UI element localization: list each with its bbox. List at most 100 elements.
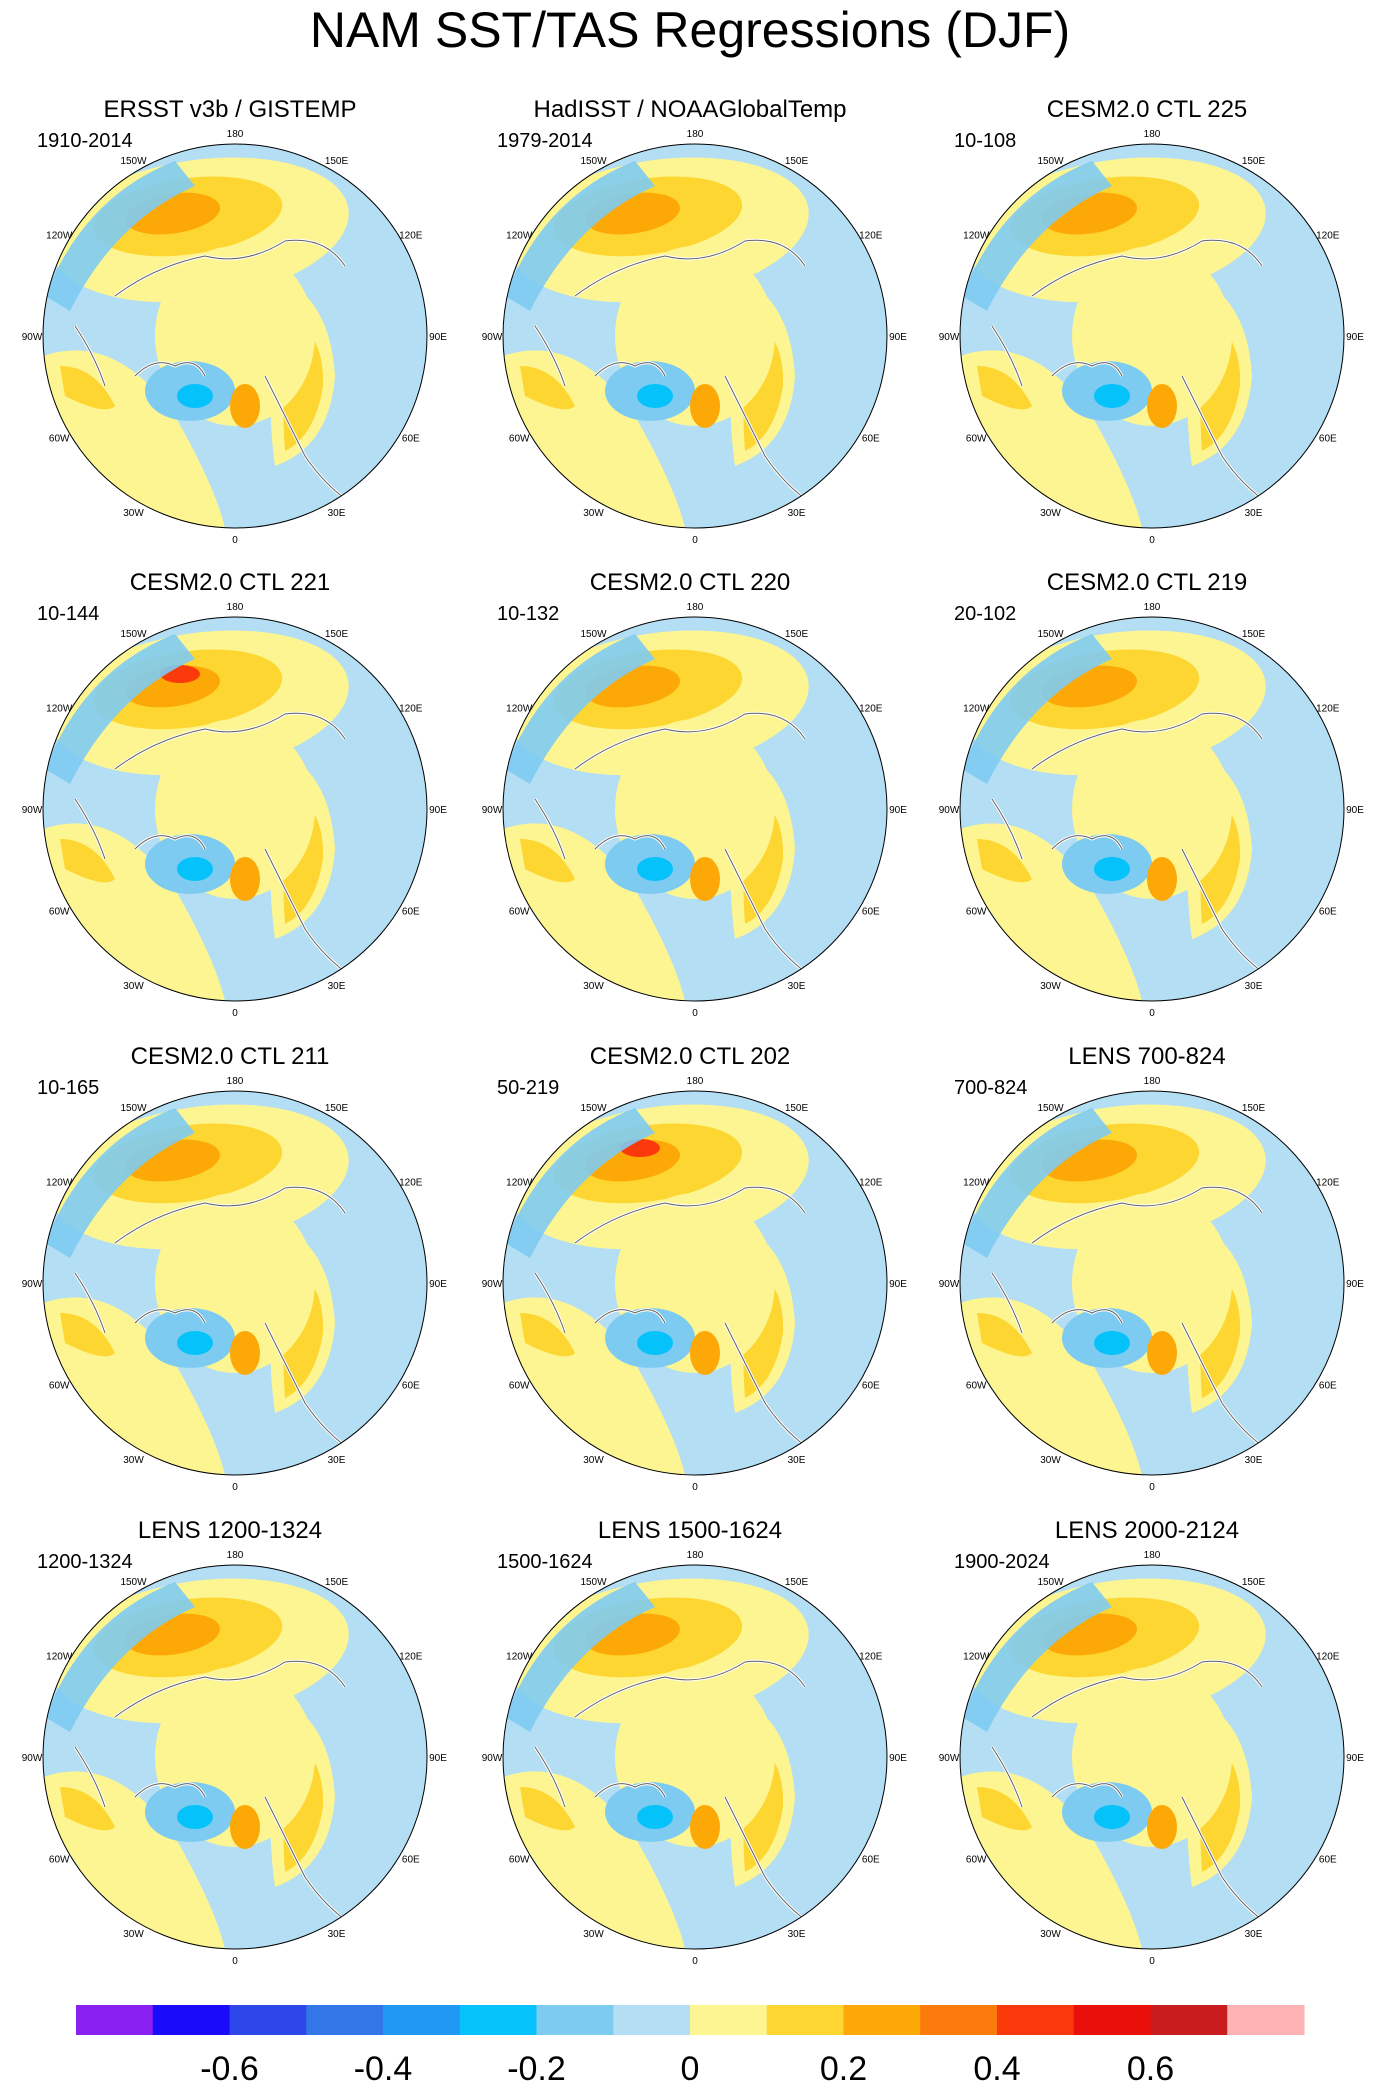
longitude-label: 150E (785, 156, 809, 167)
longitude-label: 120W (46, 704, 73, 715)
longitude-label: 30E (1245, 1929, 1263, 1940)
longitude-label: 90E (1346, 1279, 1364, 1290)
longitude-label: 30W (583, 1455, 604, 1466)
longitude-label: 150W (120, 156, 147, 167)
longitude-label: 90W (482, 805, 503, 816)
polar-map: 180 150E 120E 90E 60E 30E 0 30W 60W 90W 120W 150W (482, 602, 908, 1019)
longitude-label: 60W (49, 1381, 70, 1392)
longitude-label: 90E (1346, 1753, 1364, 1764)
longitude-label: 180 (227, 1076, 244, 1087)
longitude-label: 30W (583, 508, 604, 519)
longitude-label: 60W (509, 1381, 530, 1392)
longitude-label: 30W (1040, 508, 1061, 519)
map-panel: CESM2.0 CTL 225 180 150E 120E 90E 60E 30E 0 30W 6… (917, 95, 1377, 570)
colorbar: -0.6 -0.4 -0.2 0 0.2 0.4 0.6 (76, 2005, 1305, 2087)
longitude-label: 60W (509, 434, 530, 445)
longitude-label: 180 (687, 602, 704, 613)
map-panel: HadISST / NOAAGlobalTemp 180 150E 120E 90E 60… (460, 95, 920, 570)
colorbar-swatch (690, 2005, 768, 2035)
longitude-label: 90W (482, 332, 503, 343)
colorbar-swatch (536, 2005, 614, 2035)
longitude-label: 150W (580, 1103, 607, 1114)
panel-title: CESM2.0 CTL 219 (1046, 569, 1248, 596)
colorbar-swatch (613, 2005, 691, 2035)
longitude-label: 30W (583, 981, 604, 992)
longitude-label: 150W (1037, 629, 1064, 640)
colorbar-swatch (459, 2005, 537, 2035)
longitude-label: 60W (966, 434, 987, 445)
map-panel: CESM2.0 CTL 219 180 150E 120E 90E 60E 30E 0 30W 6… (917, 568, 1377, 1043)
longitude-label: 30E (788, 508, 806, 519)
panel-title: CESM2.0 CTL 202 (589, 1043, 791, 1070)
panel-title: CESM2.0 CTL 220 (589, 569, 791, 596)
longitude-label: 30W (1040, 1929, 1061, 1940)
regression-field (43, 1091, 427, 1475)
longitude-label: 120W (963, 1652, 990, 1663)
longitude-label: 60W (509, 1855, 530, 1866)
longitude-label: 0 (232, 1008, 238, 1019)
longitude-label: 30E (788, 1455, 806, 1466)
longitude-label: 30E (328, 1455, 346, 1466)
panel-title: LENS 700-824 (1068, 1043, 1226, 1070)
longitude-label: 30E (788, 1929, 806, 1940)
longitude-label: 30E (328, 508, 346, 519)
longitude-label: 180 (687, 129, 704, 140)
polar-map: 180 150E 120E 90E 60E 30E 0 30W 60W 90W 120W 150W (22, 1076, 448, 1493)
panel-title: LENS 2000-2124 (1054, 1517, 1240, 1544)
longitude-label: 150E (325, 156, 349, 167)
colorbar-tick-label: 0 (681, 2050, 700, 2087)
longitude-label: 30E (1245, 1455, 1263, 1466)
longitude-label: 30W (123, 508, 144, 519)
map-panel: LENS 1500-1624 180 150E 120E 90E 60E 30E 0 30W 60… (460, 1516, 920, 1991)
longitude-label: 90E (889, 805, 907, 816)
longitude-label: 150W (120, 1577, 147, 1588)
longitude-label: 150E (1242, 629, 1266, 640)
polar-map: 180 150E 120E 90E 60E 30E 0 30W 60W 90W 120W 150W (939, 602, 1365, 1019)
longitude-label: 60W (49, 434, 70, 445)
longitude-label: 120E (1316, 231, 1340, 242)
longitude-label: 60E (862, 907, 880, 918)
longitude-label: 30E (1245, 508, 1263, 519)
longitude-label: 0 (692, 1956, 698, 1967)
longitude-label: 90W (482, 1753, 503, 1764)
longitude-label: 150W (120, 1103, 147, 1114)
panel-period: 1500-1624 (497, 1551, 593, 1573)
longitude-label: 150W (1037, 1577, 1064, 1588)
polar-map: 180 150E 120E 90E 60E 30E 0 30W 60W 90W 120W 150W (482, 1550, 908, 1967)
panel-title: CESM2.0 CTL 221 (129, 569, 331, 596)
longitude-label: 60W (966, 907, 987, 918)
colorbar-swatch (306, 2005, 384, 2035)
colorbar-swatch (152, 2005, 230, 2035)
longitude-label: 30E (328, 1929, 346, 1940)
longitude-label: 60E (1319, 434, 1337, 445)
longitude-label: 120W (506, 704, 533, 715)
polar-map: 180 150E 120E 90E 60E 30E 0 30W 60W 90W 120W 150W (939, 129, 1365, 546)
longitude-label: 90W (939, 805, 960, 816)
longitude-label: 60E (402, 434, 420, 445)
longitude-label: 120W (46, 1652, 73, 1663)
longitude-label: 30W (1040, 981, 1061, 992)
figure-title: NAM SST/TAS Regressions (DJF) (309, 2, 1071, 58)
longitude-label: 120E (1316, 704, 1340, 715)
longitude-label: 150E (325, 1103, 349, 1114)
regression-field (960, 1565, 1344, 1949)
longitude-label: 120E (859, 231, 883, 242)
longitude-label: 90E (889, 1753, 907, 1764)
map-panel: CESM2.0 CTL 221 180 150E 120E 90E 60E 30E 0 30W 6… (0, 568, 460, 1043)
polar-map: 180 150E 120E 90E 60E 30E 0 30W 60W 90W 120W 150W (22, 602, 448, 1019)
longitude-label: 150E (785, 1577, 809, 1588)
longitude-label: 150W (580, 629, 607, 640)
longitude-label: 120W (963, 231, 990, 242)
longitude-label: 90E (1346, 805, 1364, 816)
longitude-label: 60W (966, 1855, 987, 1866)
polar-map: 180 150E 120E 90E 60E 30E 0 30W 60W 90W 120W 150W (22, 1550, 448, 1967)
longitude-label: 180 (1144, 129, 1161, 140)
longitude-label: 120W (506, 231, 533, 242)
longitude-label: 60E (402, 1855, 420, 1866)
panel-period: 10-144 (37, 603, 100, 625)
longitude-label: 30W (583, 1929, 604, 1940)
longitude-label: 0 (1149, 535, 1155, 546)
longitude-label: 30E (1245, 981, 1263, 992)
longitude-label: 180 (1144, 1076, 1161, 1087)
longitude-label: 150E (325, 1577, 349, 1588)
